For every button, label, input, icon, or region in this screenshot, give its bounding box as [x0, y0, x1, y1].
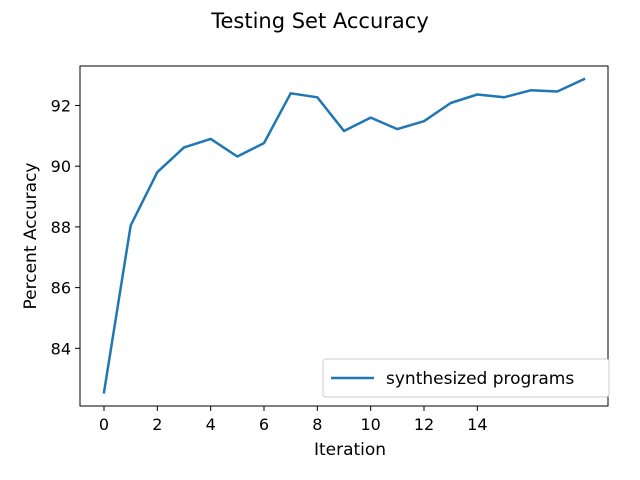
- chart-title: Testing Set Accuracy: [210, 9, 429, 33]
- y-axis-title: Percent Accuracy: [21, 163, 41, 310]
- x-tick-label: 4: [206, 415, 216, 434]
- x-tick-label: 14: [467, 415, 487, 434]
- y-tick-label: 86: [51, 279, 71, 298]
- x-tick-label: 0: [99, 415, 109, 434]
- legend-label: synthesized programs: [386, 369, 574, 389]
- axes-frame: [79, 65, 609, 407]
- plot-area: 0 2 4 6 8 10 12 14 84 86 88 90 92: [51, 77, 586, 434]
- y-tick-label: 90: [51, 157, 71, 176]
- series-line-0: [102, 77, 586, 394]
- y-tick-label: 88: [51, 218, 71, 237]
- x-tick-label: 2: [152, 415, 162, 434]
- x-tick-label: 10: [360, 415, 380, 434]
- y-tick-label: 92: [51, 96, 71, 115]
- legend-box: [322, 358, 610, 398]
- legend: synthesized programs: [322, 358, 610, 398]
- x-tick-label: 8: [312, 415, 322, 434]
- x-tick-label: 6: [259, 415, 269, 434]
- x-tick-label: 12: [414, 415, 434, 434]
- x-axis-title: Iteration: [314, 440, 386, 460]
- y-tick-label: 84: [51, 339, 71, 358]
